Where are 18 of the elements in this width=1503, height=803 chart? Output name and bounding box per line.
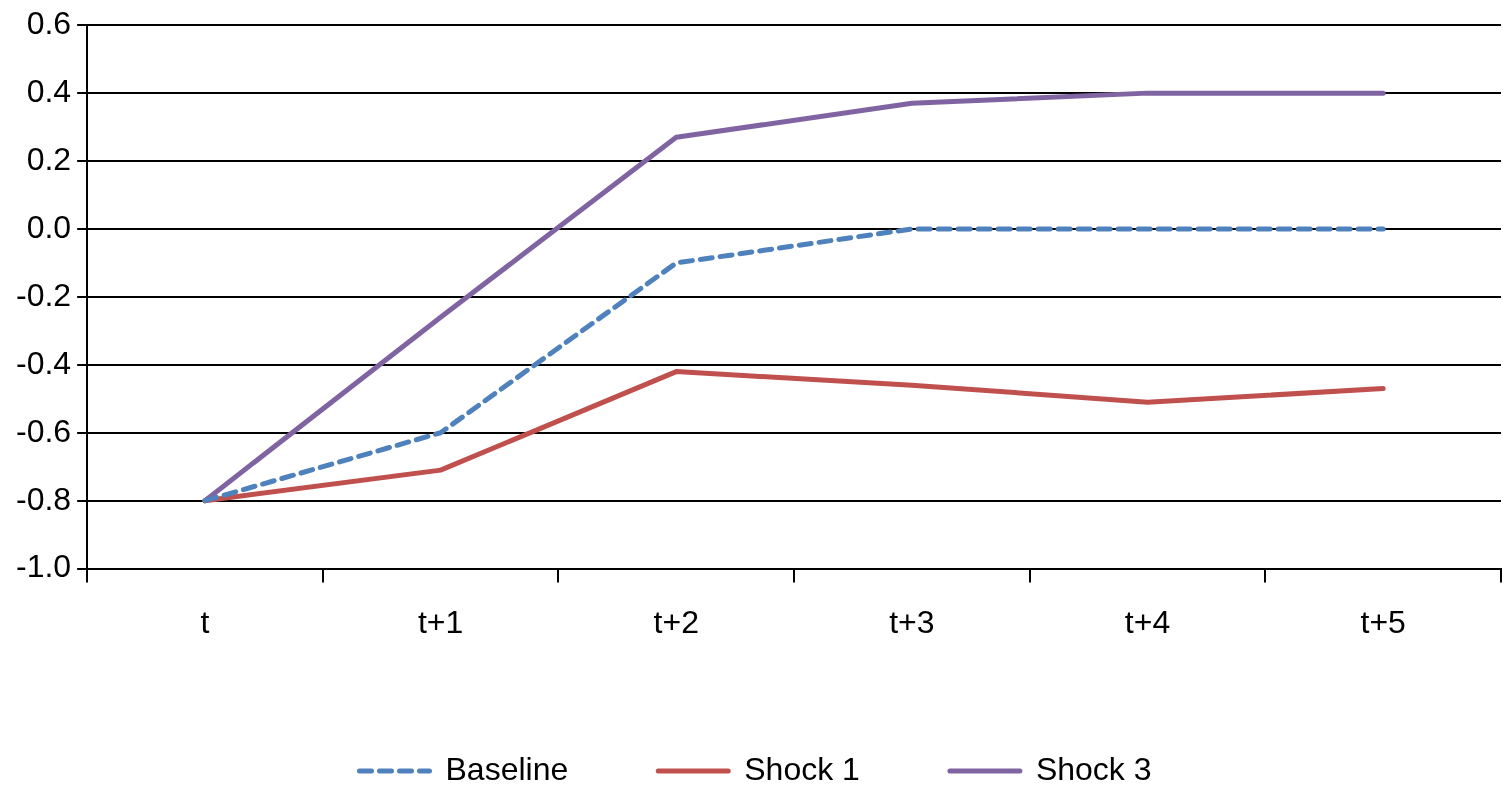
- y-tick-label: -0.4: [16, 344, 72, 381]
- x-tick-label: t+5: [1360, 603, 1406, 640]
- y-tick-label: -0.8: [16, 480, 72, 517]
- y-tick-label: 0.0: [26, 208, 72, 245]
- legend-label: Shock 1: [744, 750, 860, 787]
- y-tick-label: 0.6: [26, 5, 72, 42]
- x-tick-label: t+2: [653, 603, 699, 640]
- y-tick-label: 0.2: [26, 140, 72, 177]
- y-tick-label: 0.4: [26, 72, 72, 109]
- x-tick-label: t: [200, 603, 210, 640]
- y-tick-label: -0.6: [16, 412, 72, 449]
- legend-label: Shock 3: [1035, 750, 1152, 787]
- x-tick-label: t+4: [1124, 603, 1171, 640]
- y-tick-label: -1.0: [16, 548, 72, 585]
- y-tick-label: -0.2: [16, 276, 72, 313]
- x-tick-label: t+3: [889, 603, 935, 640]
- x-tick-label: t+1: [417, 603, 464, 640]
- legend-label: Baseline: [445, 750, 569, 787]
